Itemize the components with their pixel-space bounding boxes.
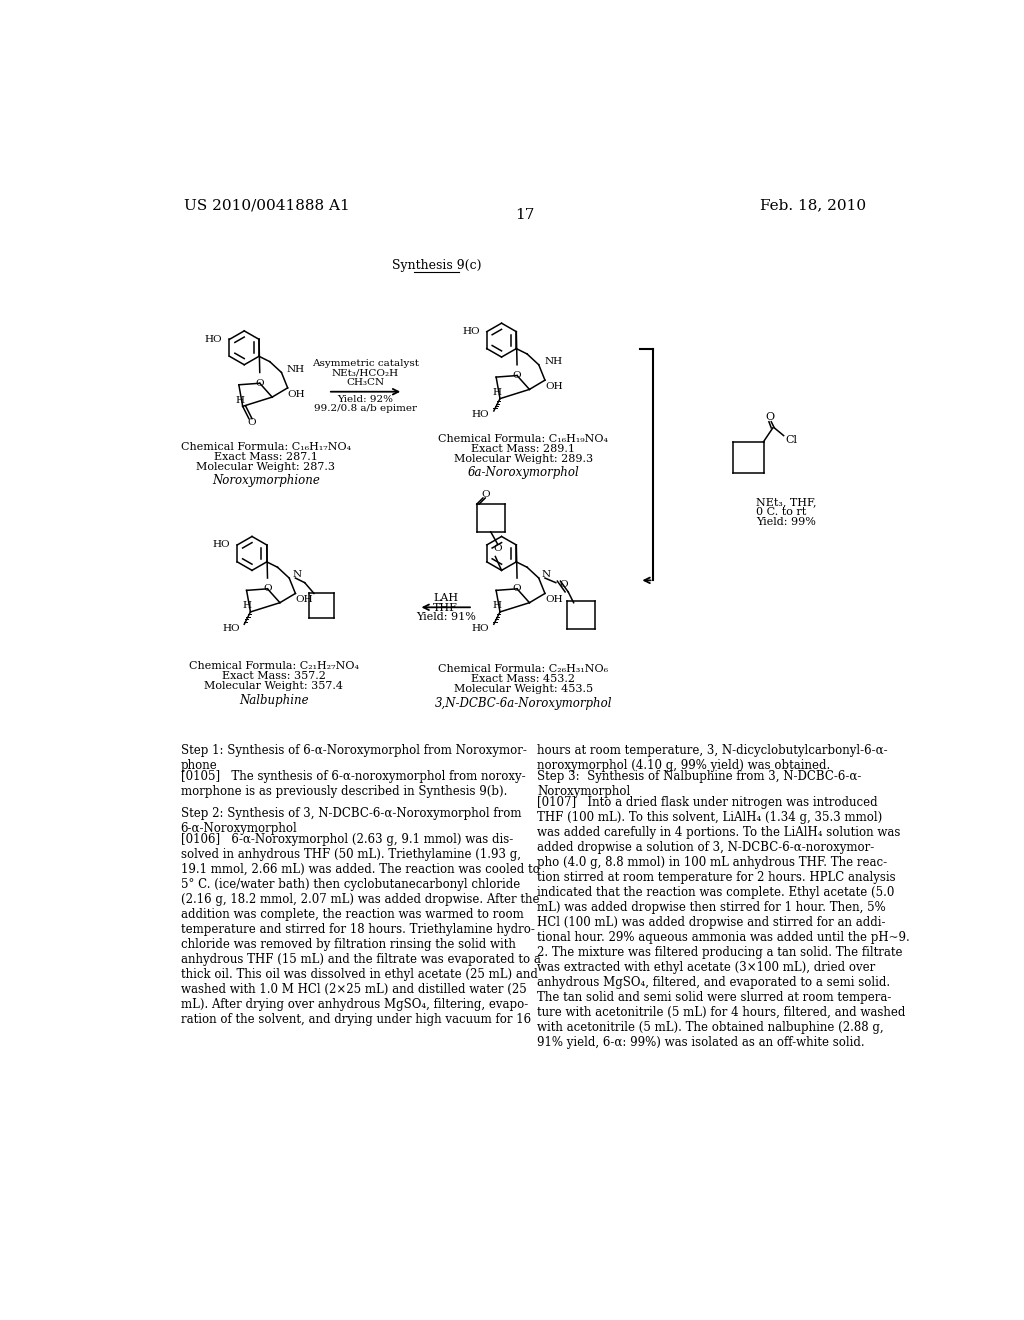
Text: Yield: 99%: Yield: 99%: [756, 517, 816, 527]
Text: OH: OH: [295, 595, 313, 605]
Text: 17: 17: [515, 209, 535, 223]
Text: HO: HO: [205, 335, 222, 343]
Text: Chemical Formula: C₁₆H₁₉NO₄: Chemical Formula: C₁₆H₁₉NO₄: [438, 434, 608, 444]
Text: NEt₃, THF,: NEt₃, THF,: [756, 498, 816, 507]
Text: Exact Mass: 453.2: Exact Mass: 453.2: [471, 675, 575, 684]
Text: H: H: [243, 602, 252, 610]
Text: O: O: [765, 412, 774, 422]
Text: Chemical Formula: C₁₆H₁₇NO₄: Chemical Formula: C₁₆H₁₇NO₄: [181, 442, 351, 451]
Text: [0107]   Into a dried flask under nitrogen was introduced
THF (100 mL). To this : [0107] Into a dried flask under nitrogen…: [538, 796, 910, 1049]
Text: Step 1: Synthesis of 6-α-Noroxymorphol from Noroxymor-
phone: Step 1: Synthesis of 6-α-Noroxymorphol f…: [180, 743, 526, 772]
Text: O: O: [248, 418, 256, 426]
Text: Yield: 91%: Yield: 91%: [416, 612, 476, 622]
Text: HO: HO: [222, 623, 240, 632]
Text: Molecular Weight: 287.3: Molecular Weight: 287.3: [197, 462, 336, 471]
Text: Exact Mass: 287.1: Exact Mass: 287.1: [214, 451, 317, 462]
Text: NH: NH: [287, 364, 305, 374]
Text: O: O: [255, 379, 264, 388]
Text: Molecular Weight: 289.3: Molecular Weight: 289.3: [454, 454, 593, 465]
Text: [0105]   The synthesis of 6-α-noroxymorphol from noroxy-
morphone is as previous: [0105] The synthesis of 6-α-noroxymorpho…: [180, 770, 525, 797]
Text: HO: HO: [471, 411, 489, 420]
Text: OH: OH: [545, 381, 562, 391]
Text: H: H: [493, 388, 502, 397]
Text: OH: OH: [545, 595, 562, 605]
Text: HO: HO: [213, 540, 230, 549]
Text: Chemical Formula: C₂₁H₂₇NO₄: Chemical Formula: C₂₁H₂₇NO₄: [188, 661, 358, 671]
Text: hours at room temperature, 3, N-dicyclobutylcarbonyl-6-α-
noroxymorphol (4.10 g,: hours at room temperature, 3, N-dicyclob…: [538, 743, 888, 772]
Text: Noroxymorphione: Noroxymorphione: [212, 474, 319, 487]
Text: US 2010/0041888 A1: US 2010/0041888 A1: [183, 198, 349, 213]
Text: Synthesis 9(c): Synthesis 9(c): [392, 259, 481, 272]
Text: NH: NH: [544, 358, 562, 366]
Text: Feb. 18, 2010: Feb. 18, 2010: [760, 198, 866, 213]
Text: O: O: [481, 491, 490, 499]
Text: Asymmetric catalyst: Asymmetric catalyst: [312, 359, 419, 368]
Text: Yield: 92%: Yield: 92%: [338, 395, 393, 404]
Text: HO: HO: [462, 327, 480, 337]
Text: H: H: [236, 396, 244, 405]
Text: H: H: [493, 602, 502, 610]
Text: HO: HO: [471, 623, 489, 632]
Text: O: O: [513, 371, 521, 380]
Text: Molecular Weight: 357.4: Molecular Weight: 357.4: [204, 681, 343, 692]
Text: O: O: [513, 585, 521, 593]
Text: 99.2/0.8 a/b epimer: 99.2/0.8 a/b epimer: [314, 404, 417, 413]
Text: NEt₃/HCO₂H: NEt₃/HCO₂H: [332, 368, 399, 378]
Text: 6a-Noroxymorphol: 6a-Noroxymorphol: [467, 466, 580, 479]
Text: OH: OH: [288, 389, 305, 399]
Text: Exact Mass: 289.1: Exact Mass: 289.1: [471, 444, 575, 454]
Text: O: O: [263, 585, 271, 593]
Text: O: O: [494, 544, 502, 553]
Text: Step 2: Synthesis of 3, N-DCBC-6-α-Noroxymorphol from
6-α-Noroxymorphol: Step 2: Synthesis of 3, N-DCBC-6-α-Norox…: [180, 807, 521, 834]
Text: O: O: [559, 579, 568, 589]
Text: Molecular Weight: 453.5: Molecular Weight: 453.5: [454, 684, 593, 694]
Text: N: N: [542, 570, 551, 579]
Text: THF: THF: [433, 603, 458, 612]
Text: Step 3:  Synthesis of Nalbuphine from 3, N-DCBC-6-α-
Noroxymorphol: Step 3: Synthesis of Nalbuphine from 3, …: [538, 770, 861, 797]
Text: CH₃CN: CH₃CN: [346, 378, 385, 387]
Text: Nalbuphine: Nalbuphine: [239, 693, 308, 706]
Text: 3,N-DCBC-6a-Noroxymorphol: 3,N-DCBC-6a-Noroxymorphol: [434, 697, 612, 710]
Text: Exact Mass: 357.2: Exact Mass: 357.2: [222, 671, 326, 681]
Text: Cl: Cl: [785, 436, 798, 445]
Text: LAH: LAH: [433, 594, 459, 603]
Text: [0106]   6-α-Noroxymorphol (2.63 g, 9.1 mmol) was dis-
solved in anhydrous THF (: [0106] 6-α-Noroxymorphol (2.63 g, 9.1 mm…: [180, 833, 541, 1026]
Text: 0 C. to rt: 0 C. to rt: [756, 507, 806, 517]
Text: N: N: [292, 570, 301, 579]
Text: Chemical Formula: C₂₆H₃₁NO₆: Chemical Formula: C₂₆H₃₁NO₆: [438, 664, 608, 675]
